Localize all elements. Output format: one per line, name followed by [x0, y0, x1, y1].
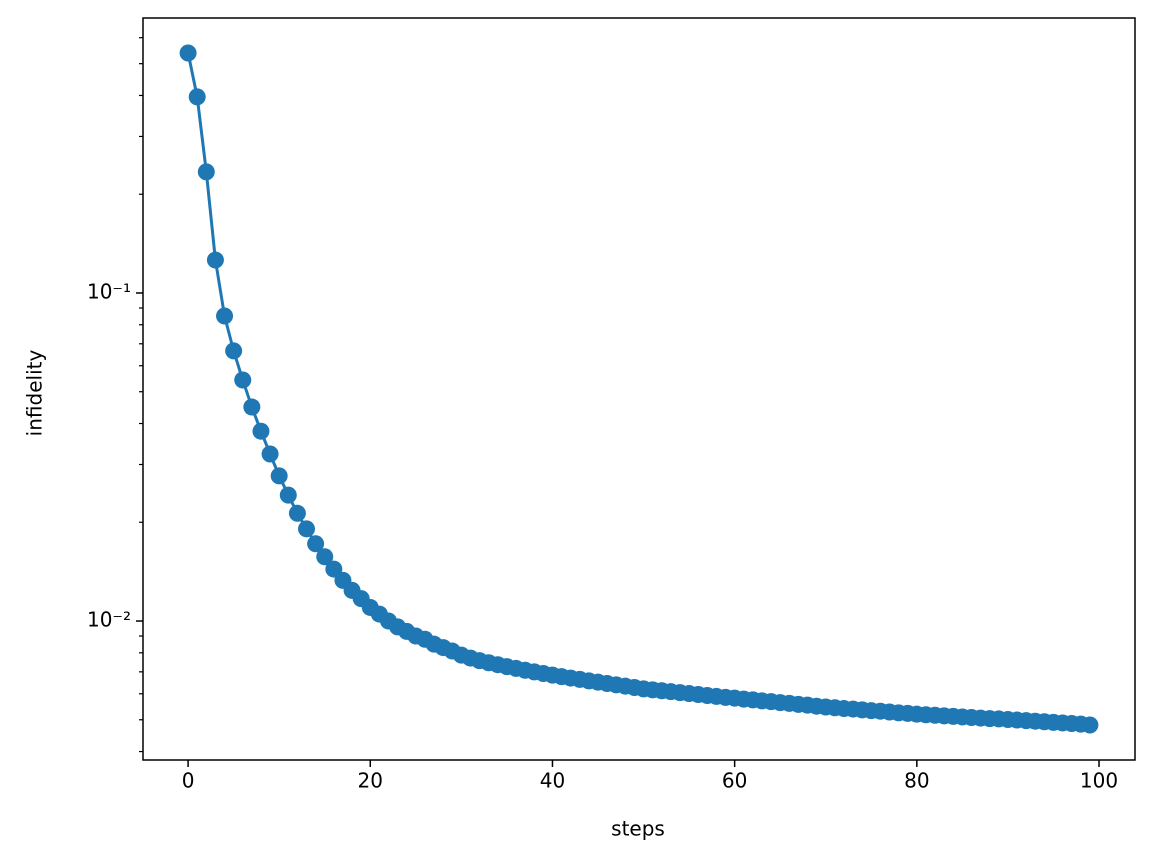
point: [279, 486, 297, 504]
x-tick-label: 80: [904, 769, 929, 793]
point: [261, 445, 279, 463]
x-tick-label: 40: [540, 769, 565, 793]
point: [1081, 716, 1099, 734]
point: [243, 398, 261, 416]
point: [197, 163, 215, 181]
x-tick-label: 100: [1080, 769, 1118, 793]
x-axis-label: steps: [611, 817, 665, 841]
y-axis-label: infidelity: [23, 350, 47, 437]
point: [252, 422, 270, 440]
x-tick-label: 20: [358, 769, 383, 793]
point: [234, 371, 252, 389]
x-tick-label: 60: [722, 769, 747, 793]
point: [325, 560, 343, 578]
x-tick-label: 0: [182, 769, 195, 793]
point: [270, 467, 288, 485]
point: [316, 548, 334, 566]
point: [307, 535, 325, 553]
point: [206, 251, 224, 269]
point: [298, 520, 316, 538]
point: [216, 307, 234, 325]
y-tick-label: 10⁻²: [87, 608, 131, 632]
point: [225, 342, 243, 360]
series-line: [186, 52, 1091, 727]
point: [179, 44, 197, 62]
plot-frame: [142, 17, 1136, 761]
point: [188, 88, 206, 106]
point: [288, 504, 306, 522]
y-tick-label: 10⁻¹: [87, 279, 131, 303]
